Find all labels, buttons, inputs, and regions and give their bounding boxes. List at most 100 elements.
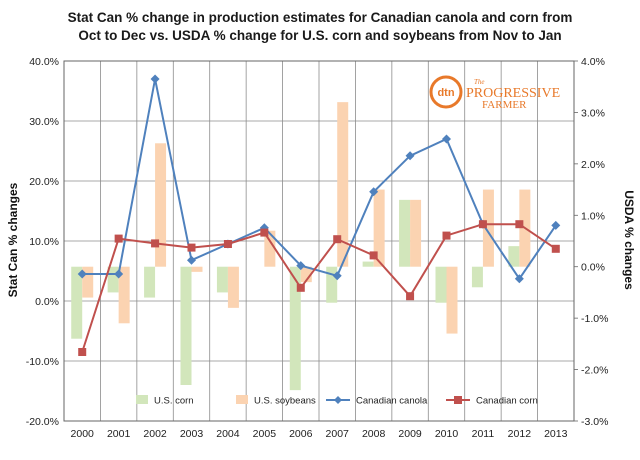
point-canadian-canola <box>551 220 561 230</box>
y-left-tick-label: 20.0% <box>29 176 59 188</box>
y-right-tick-label: 3.0% <box>581 107 605 119</box>
line-canadian-corn <box>81 223 557 353</box>
dtn-progressive-farmer-logo: dtn The PROGRESSIVE FARMER <box>429 75 560 111</box>
bar-u-s-corn <box>144 266 156 298</box>
point-canadian-canola <box>150 74 160 84</box>
y-axis-right-title: USDA % changes <box>622 190 636 290</box>
x-tick-label: 2011 <box>472 428 495 440</box>
x-tick-label: 2008 <box>362 428 386 440</box>
point-canadian-corn <box>151 239 160 248</box>
bar-u-s-corn <box>107 266 119 293</box>
bar-u-s-corn <box>362 261 374 267</box>
bar-u-s-soybeans <box>410 199 422 267</box>
x-tick-label: 2000 <box>71 428 95 440</box>
chart-title-line-1: Stat Can % change in production estimate… <box>67 10 573 25</box>
x-tick-label: 2009 <box>398 428 422 440</box>
bar-u-s-soybeans <box>300 266 312 283</box>
bar-u-s-corn <box>435 266 447 303</box>
point-canadian-canola <box>442 134 451 144</box>
y-left-tick-label: 40.0% <box>29 56 59 68</box>
bar-u-s-soybeans <box>482 189 494 267</box>
point-canadian-corn <box>442 231 451 240</box>
y-right-tick-label: 1.0% <box>581 210 605 222</box>
bar-u-s-corn <box>180 266 192 385</box>
legend-marker-canadian-canola <box>334 396 342 404</box>
y-left-tick-label: -10.0% <box>26 356 59 368</box>
x-tick-label: 2003 <box>180 428 204 440</box>
logo-mark: dtn <box>437 87 454 99</box>
point-canadian-canola <box>187 255 196 265</box>
x-tick-label: 2006 <box>289 428 313 440</box>
legend-swatch-u-s-soybeans <box>236 395 248 404</box>
x-tick-label: 2002 <box>143 428 167 440</box>
point-canadian-canola <box>296 261 306 271</box>
bar-u-s-corn <box>216 266 228 293</box>
point-canadian-corn <box>406 292 415 301</box>
point-canadian-canola <box>77 269 87 279</box>
legend-label-canadian-canola: Canadian canola <box>356 396 428 407</box>
bar-u-s-soybeans <box>373 189 385 267</box>
point-canadian-corn <box>478 220 487 229</box>
y-left-tick-label: 10.0% <box>29 236 59 248</box>
logo-line-2: PROGRESSIVE <box>466 86 560 101</box>
legend-marker-canadian-corn <box>454 396 462 404</box>
bar-u-s-soybeans <box>264 230 276 267</box>
bar-u-s-corn <box>471 266 483 288</box>
line-canadian-canola <box>82 78 557 281</box>
y-axis-left-title: Stat Can % changes <box>6 182 20 297</box>
x-tick-label: 2012 <box>508 428 532 440</box>
bar-u-s-soybeans <box>446 266 458 334</box>
y-right-tick-label: 2.0% <box>581 159 605 171</box>
bar-u-s-corn <box>508 246 520 267</box>
bar-u-s-soybeans <box>155 143 167 267</box>
point-canadian-corn <box>260 228 269 237</box>
x-tick-label: 2005 <box>253 428 277 440</box>
point-canadian-corn <box>114 234 123 243</box>
legend: U.S. corn U.S. soybeans Canadian canola Can… <box>136 395 538 407</box>
legend-label-u-s-corn: U.S. corn <box>154 396 194 407</box>
logo-line-3: FARMER <box>482 99 527 111</box>
y-right-tick-label: 4.0% <box>581 56 605 68</box>
bar-u-s-corn <box>71 266 83 339</box>
x-tick-label: 2013 <box>544 428 568 440</box>
bars-layer <box>71 102 567 391</box>
point-canadian-corn <box>78 348 87 356</box>
logo-line-1: The <box>474 78 485 86</box>
bar-u-s-soybeans <box>227 266 239 308</box>
point-canadian-corn <box>515 220 524 229</box>
x-tick-label: 2004 <box>216 428 240 440</box>
y-right-tick-label: -3.0% <box>581 416 608 428</box>
y-left-tick-label: -20.0% <box>26 416 59 428</box>
y-left-tick-label: 0.0% <box>35 296 59 308</box>
bar-u-s-corn <box>289 266 301 391</box>
y-right-tick-label: -1.0% <box>581 313 608 325</box>
bar-u-s-soybeans <box>118 266 130 324</box>
legend-label-u-s-soybeans: U.S. soybeans <box>254 396 316 407</box>
point-canadian-canola <box>514 274 524 284</box>
y-right-tick-label: -2.0% <box>581 365 608 377</box>
x-tick-label: 2001 <box>107 428 131 440</box>
axes-layer: -20.0% -10.0% 0.0% 10.0% 20.0% 30.0% 40.0% -3.0… <box>26 56 609 440</box>
point-canadian-corn <box>369 251 378 260</box>
point-canadian-corn <box>223 240 232 248</box>
legend-label-canadian-corn: Canadian corn <box>476 396 538 407</box>
point-canadian-corn <box>333 235 342 244</box>
point-canadian-corn <box>296 283 305 292</box>
point-canadian-canola <box>114 269 124 279</box>
x-tick-label: 2010 <box>435 428 459 440</box>
bar-u-s-corn <box>326 266 338 303</box>
bar-u-s-soybeans <box>82 266 94 298</box>
x-tick-label: 2007 <box>326 428 350 440</box>
legend-swatch-u-s-corn <box>136 395 148 404</box>
point-canadian-canola <box>369 187 379 197</box>
point-canadian-corn <box>187 243 196 252</box>
bar-u-s-corn <box>399 199 411 267</box>
plot-frame <box>63 60 575 422</box>
chart-title-line-2: Oct to Dec vs. USDA % change for U.S. co… <box>78 28 562 43</box>
bar-u-s-soybeans <box>191 266 203 272</box>
point-canadian-canola <box>332 271 342 281</box>
bar-u-s-soybeans <box>337 102 349 267</box>
y-left-tick-label: 30.0% <box>29 116 59 128</box>
